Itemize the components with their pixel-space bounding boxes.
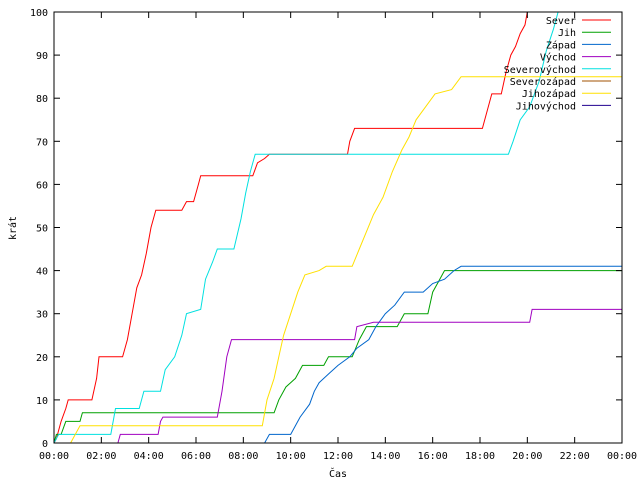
series-line-2 [54,265,622,444]
x-axis-label: Čas [329,467,347,480]
y-axis-ticks: 0 10 20 30 40 50 60 70 80 90 100 [30,8,622,450]
legend: SeverJihZápadVýchodSeverovýchodSeverozáp… [504,16,611,112]
x-tick-label: 00:00 [39,451,69,462]
y-tick-label: 70 [36,137,48,148]
x-tick-label: 06:00 [181,451,211,462]
y-axis-label: krát [7,216,19,240]
x-tick-label: 10:00 [276,451,306,462]
legend-label: Jih [558,28,576,39]
plot-lines [53,11,622,444]
y-tick-label: 100 [30,8,48,19]
x-tick-label: 16:00 [418,451,448,462]
x-tick-label: 22:00 [560,451,590,462]
legend-label: Jihozápad [522,88,576,100]
legend-label: Východ [540,52,576,64]
series-line-1 [53,270,622,444]
series-line-4 [53,11,559,444]
x-tick-label: 00:00 [607,451,637,462]
x-tick-label: 02:00 [86,451,116,462]
y-tick-label: 30 [36,310,48,321]
legend-label: Sever [546,16,576,27]
legend-label: Západ [546,39,576,51]
x-tick-label: 20:00 [512,451,542,462]
y-tick-label: 80 [36,94,48,105]
legend-label: Severovýchod [504,64,576,76]
series-line-3 [54,308,622,444]
y-tick-label: 90 [36,51,48,62]
series-line-0 [53,11,528,444]
y-tick-label: 40 [36,267,48,278]
legend-label: Jihovýchod [516,100,576,112]
y-tick-label: 60 [36,180,48,191]
y-tick-label: 10 [36,396,48,407]
x-tick-label: 12:00 [323,451,353,462]
y-tick-label: 20 [36,353,48,364]
x-axis-ticks: 00:00 02:00 04:00 06:00 08:00 10:00 12:00 14:00… [39,12,637,462]
x-tick-label: 14:00 [370,451,400,462]
x-tick-label: 18:00 [465,451,495,462]
x-tick-label: 04:00 [134,451,164,462]
series-line-6 [54,76,622,444]
y-tick-label: 0 [42,439,48,450]
y-tick-label: 50 [36,224,48,235]
x-tick-label: 08:00 [228,451,258,462]
legend-label: Severozápad [510,76,576,88]
